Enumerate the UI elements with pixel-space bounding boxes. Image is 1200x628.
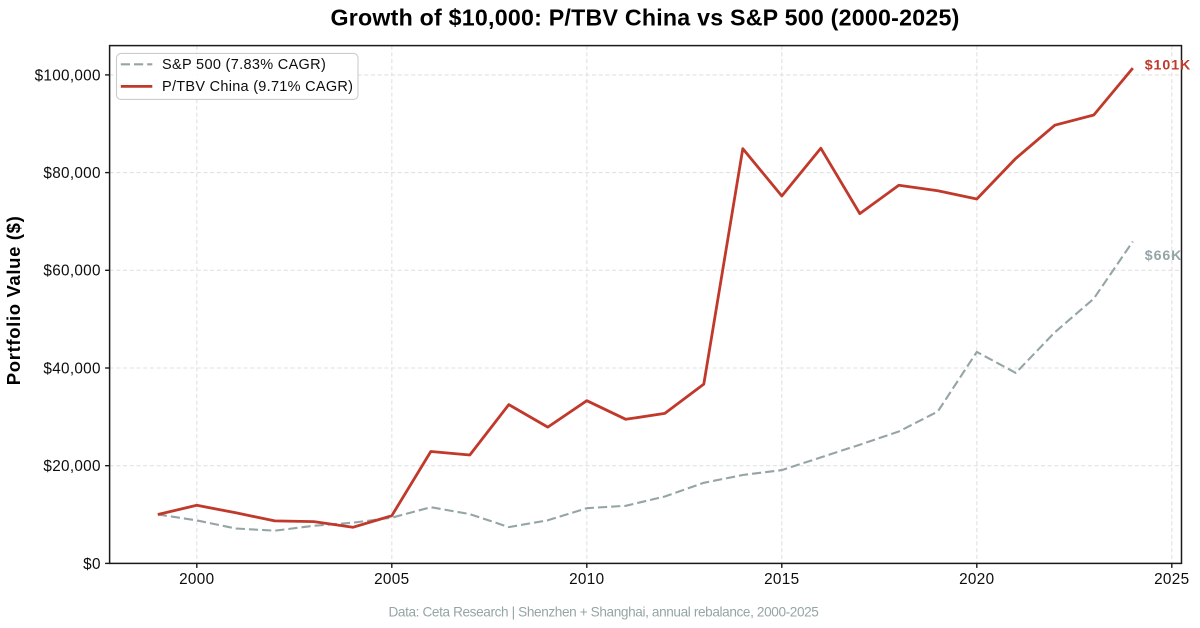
svg-text:$40,000: $40,000 bbox=[43, 360, 100, 377]
svg-text:2000: 2000 bbox=[179, 571, 214, 588]
svg-text:Data: Ceta Research | Shenzhen: Data: Ceta Research | Shenzhen + Shangha… bbox=[388, 605, 818, 620]
svg-text:$20,000: $20,000 bbox=[43, 458, 100, 475]
svg-text:$100,000: $100,000 bbox=[35, 67, 101, 84]
svg-text:2015: 2015 bbox=[764, 571, 799, 588]
svg-text:2010: 2010 bbox=[569, 571, 604, 588]
svg-text:2005: 2005 bbox=[374, 571, 409, 588]
svg-text:$0: $0 bbox=[83, 556, 101, 573]
svg-text:$60,000: $60,000 bbox=[43, 263, 100, 280]
svg-text:$66K: $66K bbox=[1145, 248, 1183, 264]
svg-text:$80,000: $80,000 bbox=[43, 165, 100, 182]
svg-text:$101K: $101K bbox=[1145, 58, 1192, 74]
svg-text:S&P 500 (7.83% CAGR): S&P 500 (7.83% CAGR) bbox=[162, 57, 326, 73]
svg-text:Portfolio Value ($): Portfolio Value ($) bbox=[3, 216, 24, 386]
svg-text:P/TBV China (9.71% CAGR): P/TBV China (9.71% CAGR) bbox=[162, 79, 353, 95]
svg-text:Growth of $10,000: P/TBV China: Growth of $10,000: P/TBV China vs S&P 50… bbox=[330, 5, 959, 31]
svg-text:2025: 2025 bbox=[1154, 571, 1189, 588]
svg-text:2020: 2020 bbox=[959, 571, 994, 588]
